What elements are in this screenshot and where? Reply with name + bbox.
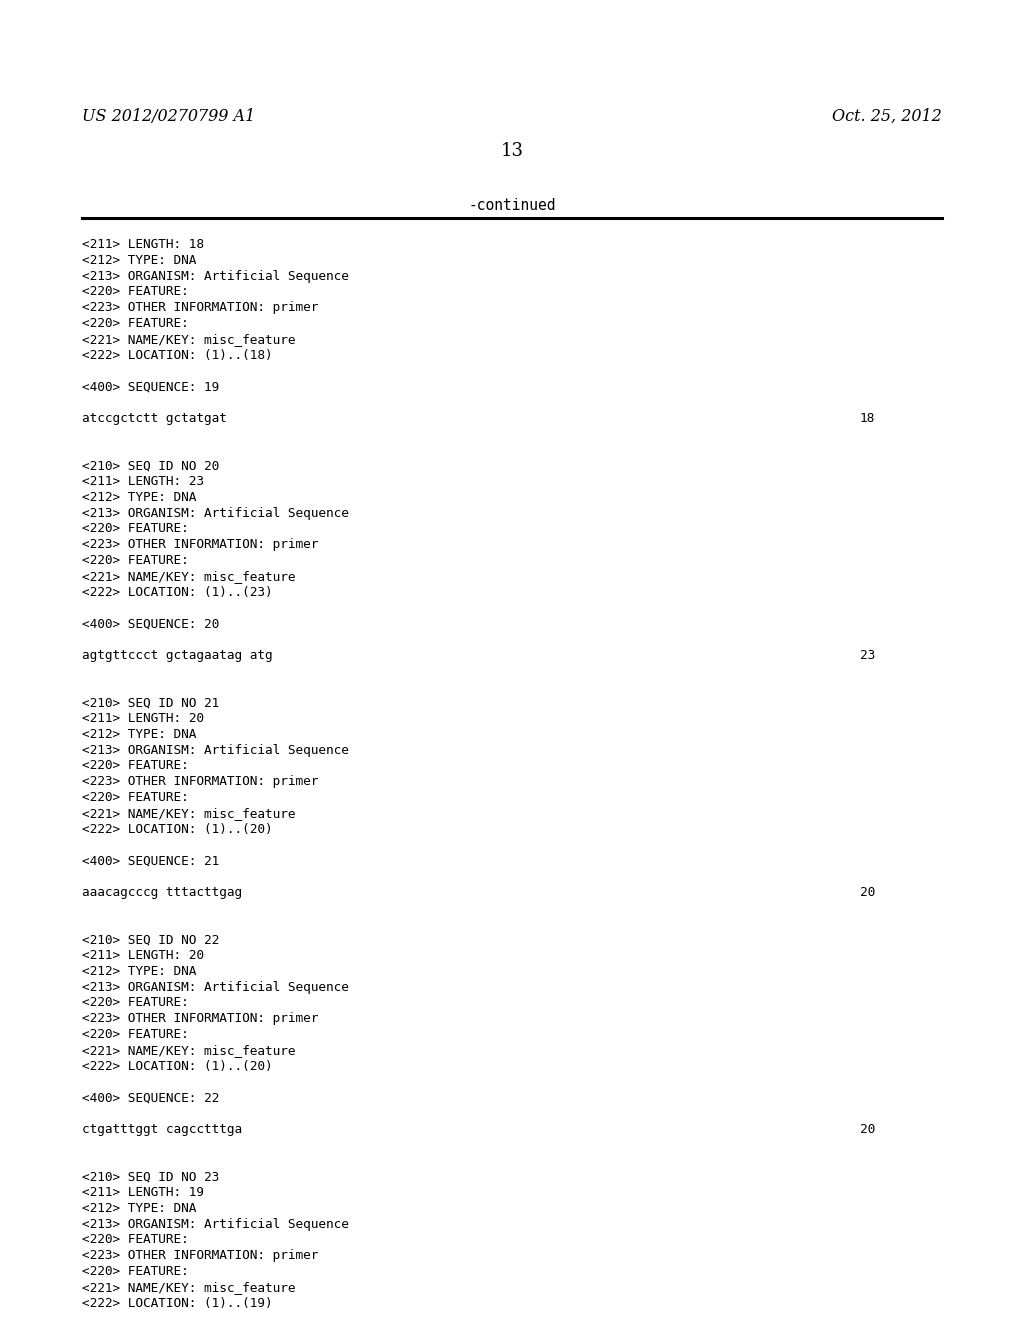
Text: <220> FEATURE:: <220> FEATURE:	[82, 1265, 188, 1278]
Text: <213> ORGANISM: Artificial Sequence: <213> ORGANISM: Artificial Sequence	[82, 1217, 349, 1230]
Text: <221> NAME/KEY: misc_feature: <221> NAME/KEY: misc_feature	[82, 1280, 296, 1294]
Text: <223> OTHER INFORMATION: primer: <223> OTHER INFORMATION: primer	[82, 775, 318, 788]
Text: <211> LENGTH: 18: <211> LENGTH: 18	[82, 238, 204, 251]
Text: <212> TYPE: DNA: <212> TYPE: DNA	[82, 1201, 197, 1214]
Text: <400> SEQUENCE: 22: <400> SEQUENCE: 22	[82, 1092, 219, 1105]
Text: 20: 20	[860, 1123, 876, 1135]
Text: <212> TYPE: DNA: <212> TYPE: DNA	[82, 491, 197, 504]
Text: <221> NAME/KEY: misc_feature: <221> NAME/KEY: misc_feature	[82, 1044, 296, 1057]
Text: <223> OTHER INFORMATION: primer: <223> OTHER INFORMATION: primer	[82, 539, 318, 552]
Text: <213> ORGANISM: Artificial Sequence: <213> ORGANISM: Artificial Sequence	[82, 743, 349, 756]
Text: <220> FEATURE:: <220> FEATURE:	[82, 317, 188, 330]
Text: 13: 13	[501, 143, 523, 160]
Text: <211> LENGTH: 23: <211> LENGTH: 23	[82, 475, 204, 488]
Text: <221> NAME/KEY: misc_feature: <221> NAME/KEY: misc_feature	[82, 807, 296, 820]
Text: <212> TYPE: DNA: <212> TYPE: DNA	[82, 727, 197, 741]
Text: <212> TYPE: DNA: <212> TYPE: DNA	[82, 253, 197, 267]
Text: <221> NAME/KEY: misc_feature: <221> NAME/KEY: misc_feature	[82, 333, 296, 346]
Text: <400> SEQUENCE: 20: <400> SEQUENCE: 20	[82, 618, 219, 630]
Text: <223> OTHER INFORMATION: primer: <223> OTHER INFORMATION: primer	[82, 1249, 318, 1262]
Text: US 2012/0270799 A1: US 2012/0270799 A1	[82, 108, 255, 125]
Text: agtgttccct gctagaatag atg: agtgttccct gctagaatag atg	[82, 649, 272, 661]
Text: <213> ORGANISM: Artificial Sequence: <213> ORGANISM: Artificial Sequence	[82, 981, 349, 994]
Text: <211> LENGTH: 20: <211> LENGTH: 20	[82, 949, 204, 962]
Text: <213> ORGANISM: Artificial Sequence: <213> ORGANISM: Artificial Sequence	[82, 507, 349, 520]
Text: <220> FEATURE:: <220> FEATURE:	[82, 997, 188, 1010]
Text: <222> LOCATION: (1)..(19): <222> LOCATION: (1)..(19)	[82, 1296, 272, 1309]
Text: <220> FEATURE:: <220> FEATURE:	[82, 523, 188, 536]
Text: <222> LOCATION: (1)..(18): <222> LOCATION: (1)..(18)	[82, 348, 272, 362]
Text: <213> ORGANISM: Artificial Sequence: <213> ORGANISM: Artificial Sequence	[82, 269, 349, 282]
Text: <220> FEATURE:: <220> FEATURE:	[82, 285, 188, 298]
Text: Oct. 25, 2012: Oct. 25, 2012	[833, 108, 942, 125]
Text: <210> SEQ ID NO 22: <210> SEQ ID NO 22	[82, 933, 219, 946]
Text: <210> SEQ ID NO 23: <210> SEQ ID NO 23	[82, 1171, 219, 1183]
Text: 18: 18	[860, 412, 876, 425]
Text: <220> FEATURE:: <220> FEATURE:	[82, 1233, 188, 1246]
Text: <222> LOCATION: (1)..(20): <222> LOCATION: (1)..(20)	[82, 1060, 272, 1073]
Text: <222> LOCATION: (1)..(20): <222> LOCATION: (1)..(20)	[82, 822, 272, 836]
Text: atccgctctt gctatgat: atccgctctt gctatgat	[82, 412, 227, 425]
Text: <220> FEATURE:: <220> FEATURE:	[82, 1028, 188, 1041]
Text: <223> OTHER INFORMATION: primer: <223> OTHER INFORMATION: primer	[82, 301, 318, 314]
Text: <221> NAME/KEY: misc_feature: <221> NAME/KEY: misc_feature	[82, 570, 296, 583]
Text: <220> FEATURE:: <220> FEATURE:	[82, 791, 188, 804]
Text: <212> TYPE: DNA: <212> TYPE: DNA	[82, 965, 197, 978]
Text: aaacagcccg tttacttgag: aaacagcccg tttacttgag	[82, 886, 242, 899]
Text: 23: 23	[860, 649, 876, 661]
Text: <211> LENGTH: 20: <211> LENGTH: 20	[82, 711, 204, 725]
Text: ctgatttggt cagcctttga: ctgatttggt cagcctttga	[82, 1123, 242, 1135]
Text: <400> SEQUENCE: 19: <400> SEQUENCE: 19	[82, 380, 219, 393]
Text: <210> SEQ ID NO 21: <210> SEQ ID NO 21	[82, 696, 219, 709]
Text: <223> OTHER INFORMATION: primer: <223> OTHER INFORMATION: primer	[82, 1012, 318, 1026]
Text: <220> FEATURE:: <220> FEATURE:	[82, 554, 188, 568]
Text: <211> LENGTH: 19: <211> LENGTH: 19	[82, 1185, 204, 1199]
Text: <400> SEQUENCE: 21: <400> SEQUENCE: 21	[82, 854, 219, 867]
Text: -continued: -continued	[468, 198, 556, 213]
Text: <210> SEQ ID NO 20: <210> SEQ ID NO 20	[82, 459, 219, 473]
Text: 20: 20	[860, 886, 876, 899]
Text: <220> FEATURE:: <220> FEATURE:	[82, 759, 188, 772]
Text: <222> LOCATION: (1)..(23): <222> LOCATION: (1)..(23)	[82, 586, 272, 598]
